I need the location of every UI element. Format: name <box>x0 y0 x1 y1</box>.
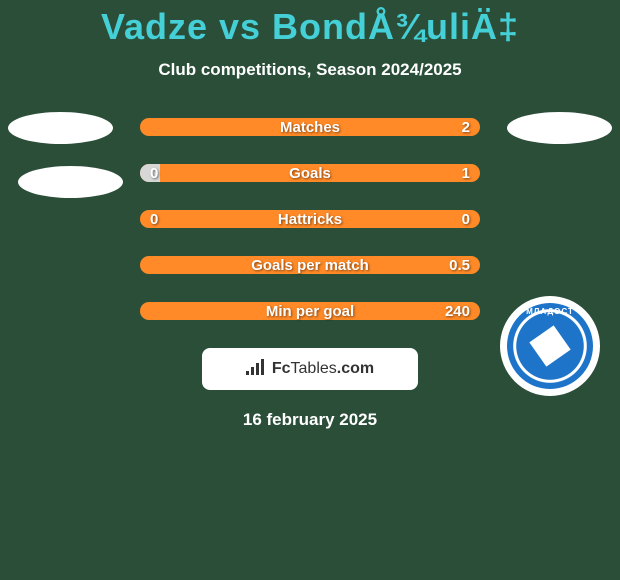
stat-label: Goals per match <box>251 257 369 274</box>
stat-value-right: 0 <box>462 211 470 228</box>
page-title: Vadze vs BondÅ¾uliÄ‡ <box>0 0 620 48</box>
stat-bar: 0 Goals 1 <box>140 164 480 182</box>
player-badge-left-2 <box>18 166 123 198</box>
stat-label: Hattricks <box>278 211 342 228</box>
stat-bar: Goals per match 0.5 <box>140 256 480 274</box>
date-text: 16 february 2025 <box>0 410 620 430</box>
brand-rest: Tables <box>291 360 337 377</box>
stat-bar: 0 Hattricks 0 <box>140 210 480 228</box>
stat-value-left: 0 <box>150 211 158 228</box>
stat-label: Matches <box>280 119 340 136</box>
player-badge-left-1 <box>8 112 113 144</box>
stat-bar: Matches 2 <box>140 118 480 136</box>
player-badge-right <box>507 112 612 144</box>
stat-value-right: 2 <box>462 119 470 136</box>
stat-bar: Min per goal 240 <box>140 302 480 320</box>
club-badge-right: МЛАДОСТ <box>500 296 600 396</box>
stat-value-right: 240 <box>445 303 470 320</box>
stats-container: МЛАДОСТ Matches 2 0 Goals 1 0 Hattricks 0 Goals … <box>0 118 620 320</box>
branding-box[interactable]: FcTables.com <box>202 348 418 390</box>
brand-domain: .com <box>337 360 374 377</box>
stat-label: Min per goal <box>266 303 354 320</box>
signal-icon <box>246 359 266 380</box>
stat-label: Goals <box>289 165 331 182</box>
branding-text: FcTables.com <box>272 360 374 378</box>
stat-row: 0 Hattricks 0 <box>0 210 620 228</box>
stat-value-right: 1 <box>462 165 470 182</box>
stat-row: Goals per match 0.5 <box>0 256 620 274</box>
brand-bold: Fc <box>272 360 291 377</box>
club-badge-emblem: МЛАДОСТ <box>507 303 593 389</box>
club-badge-text: МЛАДОСТ <box>507 307 593 316</box>
stat-value-right: 0.5 <box>449 257 470 274</box>
stat-value-left: 0 <box>150 165 158 182</box>
subtitle: Club competitions, Season 2024/2025 <box>0 60 620 80</box>
